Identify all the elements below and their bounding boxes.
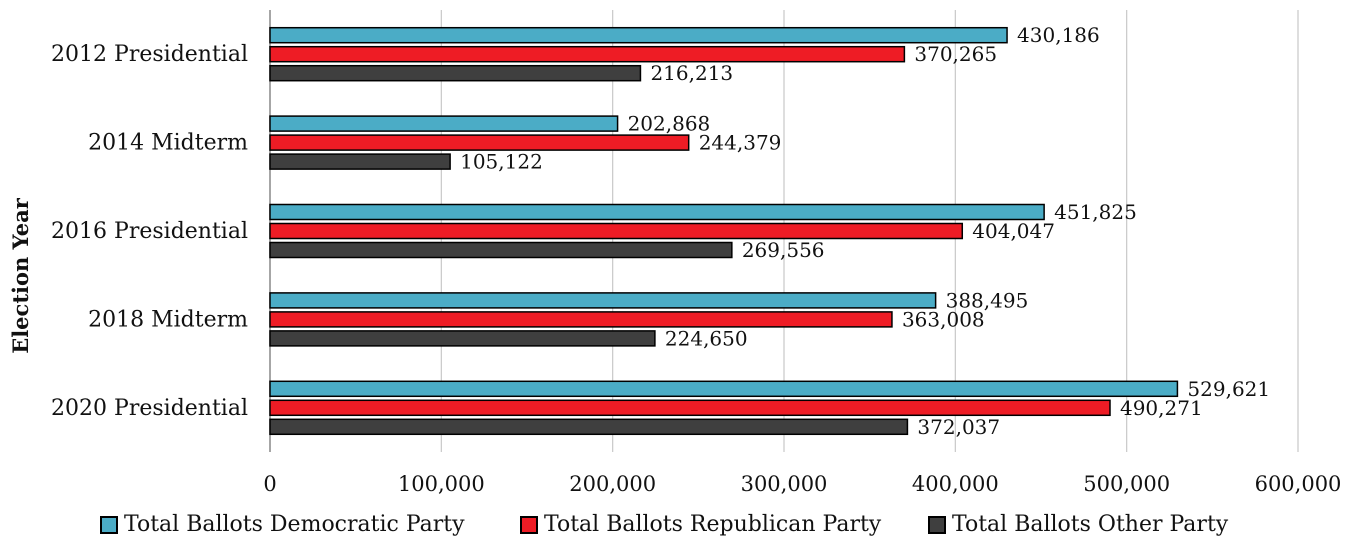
data-label: 244,379 (699, 131, 782, 155)
data-label: 529,621 (1187, 377, 1270, 401)
y-axis-title: Election Year (8, 197, 33, 354)
x-tick-label: 600,000 (1255, 472, 1342, 496)
bar (269, 115, 619, 132)
x-tick-labels: 0 100,000 200,000 300,000 400,000 500,000 600,… (263, 472, 1341, 496)
legend-swatch-democratic (100, 515, 118, 534)
data-label: 363,008 (902, 307, 985, 331)
data-label: 388,495 (946, 288, 1029, 312)
legend-swatch-other (928, 515, 946, 534)
legend-label-democratic: Total Ballots Democratic Party (124, 512, 465, 537)
x-tick-label: 100,000 (398, 472, 485, 496)
data-label: 430,186 (1017, 23, 1100, 47)
bar (269, 311, 893, 328)
legend-item-other: Total Ballots Other Party (928, 512, 1228, 537)
x-tick-label: 400,000 (912, 472, 999, 496)
data-label: 451,825 (1054, 200, 1137, 224)
data-label: 269,556 (742, 238, 825, 262)
category-label: 2018 Midterm (88, 307, 248, 332)
bar (269, 26, 1008, 44)
data-label: 224,650 (665, 326, 748, 350)
data-label: 216,213 (650, 61, 733, 85)
data-label: 372,037 (917, 415, 1000, 439)
x-tick-label: 500,000 (1083, 472, 1170, 496)
bar (269, 418, 909, 436)
x-tick-label: 200,000 (569, 472, 656, 496)
legend-item-republican: Total Ballots Republican Party (520, 512, 881, 537)
bar (269, 241, 733, 259)
x-tick-label: 0 (263, 472, 276, 496)
bar (269, 203, 1045, 221)
category-labels: 2012 Presidential 2014 Midterm 2016 Presid… (51, 42, 248, 421)
data-label: 404,047 (972, 219, 1055, 243)
category-label: 2014 Midterm (88, 131, 248, 156)
legend: Total Ballots Democratic Party Total Bal… (0, 508, 1356, 544)
bar (269, 222, 964, 240)
legend-label-other: Total Ballots Other Party (952, 512, 1229, 537)
category-label: 2012 Presidential (51, 42, 248, 67)
data-label: 490,271 (1120, 396, 1203, 420)
bar (269, 64, 642, 82)
bar (269, 134, 690, 151)
bar (269, 380, 1179, 398)
bar (269, 45, 906, 63)
bar (269, 153, 451, 170)
data-label: 202,868 (628, 112, 711, 136)
data-label: 105,122 (460, 150, 543, 174)
bar (269, 399, 1111, 417)
legend-item-democratic: Total Ballots Democratic Party (100, 512, 465, 537)
data-label: 370,265 (914, 42, 997, 66)
category-label: 2020 Presidential (51, 396, 248, 421)
legend-label-republican: Total Ballots Republican Party (544, 512, 882, 537)
bar (269, 292, 937, 309)
legend-swatch-republican (520, 515, 538, 534)
bar (269, 330, 656, 347)
x-tick-label: 300,000 (741, 472, 828, 496)
category-label: 2016 Presidential (51, 219, 248, 244)
